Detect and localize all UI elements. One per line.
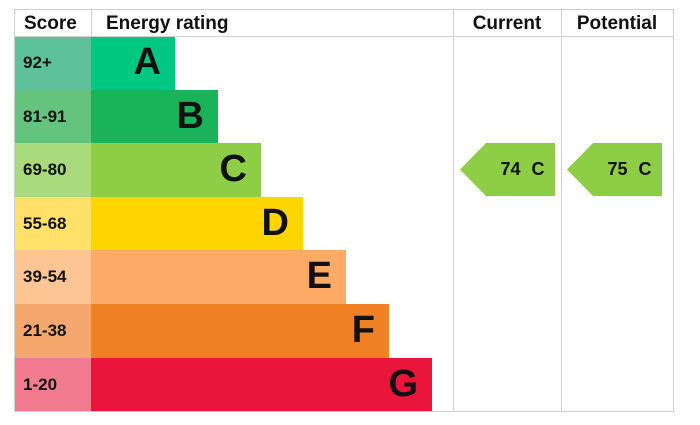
- header-score: Score: [24, 13, 77, 34]
- right-border: [673, 9, 674, 412]
- header-energy-rating: Energy rating: [106, 13, 229, 34]
- score-e: 39-54: [14, 250, 91, 304]
- current-rating-label: 74 C: [500, 159, 545, 180]
- left-border: [14, 9, 15, 412]
- band-bar-a: A: [91, 36, 175, 90]
- potential-rating-arrow: 75 C: [567, 143, 662, 197]
- score-b: 81-91: [14, 89, 91, 144]
- score-a: 92+: [14, 36, 91, 90]
- header-potential: Potential: [576, 13, 658, 34]
- current-rating-arrow: 74 C: [460, 143, 555, 197]
- header-current: Current: [472, 13, 542, 34]
- score-d: 55-68: [14, 196, 91, 251]
- bottom-border: [14, 411, 673, 412]
- band-bar-d: D: [91, 196, 303, 251]
- score-c: 69-80: [14, 143, 91, 197]
- header-divider: [14, 36, 673, 37]
- band-bar-g: G: [91, 357, 432, 412]
- score-g: 1-20: [14, 357, 91, 412]
- current-column-border: [453, 9, 454, 412]
- score-f: 21-38: [14, 304, 91, 358]
- band-bar-e: E: [91, 250, 346, 304]
- top-border: [14, 9, 673, 10]
- band-bar-b: B: [91, 89, 218, 144]
- band-bar-c: C: [91, 143, 261, 197]
- header-separator: [91, 9, 92, 36]
- band-bar-f: F: [91, 304, 389, 358]
- potential-rating-label: 75 C: [607, 159, 652, 180]
- potential-column-border: [561, 9, 562, 412]
